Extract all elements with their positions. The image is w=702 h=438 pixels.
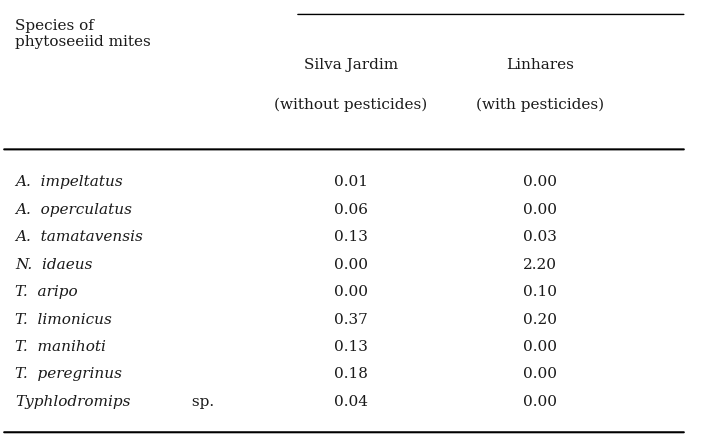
Text: Species of
phytoseeiid mites: Species of phytoseeiid mites: [15, 19, 151, 49]
Text: A.  operculatus: A. operculatus: [15, 203, 133, 217]
Text: 0.13: 0.13: [334, 230, 368, 244]
Text: T.  limonicus: T. limonicus: [15, 313, 112, 327]
Text: 0.06: 0.06: [334, 203, 368, 217]
Text: 0.10: 0.10: [523, 285, 557, 299]
Text: T.  peregrinus: T. peregrinus: [15, 367, 122, 381]
Text: 0.00: 0.00: [334, 258, 368, 272]
Text: sp.: sp.: [187, 395, 214, 409]
Text: 0.03: 0.03: [523, 230, 557, 244]
Text: T.  aripo: T. aripo: [15, 285, 78, 299]
Text: (with pesticides): (with pesticides): [476, 97, 604, 112]
Text: 0.20: 0.20: [523, 313, 557, 327]
Text: A.  impeltatus: A. impeltatus: [15, 176, 123, 190]
Text: 0.13: 0.13: [334, 340, 368, 354]
Text: 0.00: 0.00: [523, 176, 557, 190]
Text: T.  manihoti: T. manihoti: [15, 340, 106, 354]
Text: 0.00: 0.00: [334, 285, 368, 299]
Text: N.  idaeus: N. idaeus: [15, 258, 93, 272]
Text: 2.20: 2.20: [523, 258, 557, 272]
Text: 0.04: 0.04: [334, 395, 368, 409]
Text: 0.37: 0.37: [334, 313, 368, 327]
Text: 0.18: 0.18: [334, 367, 368, 381]
Text: 0.00: 0.00: [523, 395, 557, 409]
Text: Silva Jardim: Silva Jardim: [304, 58, 398, 72]
Text: (without pesticides): (without pesticides): [274, 97, 428, 112]
Text: A.  tamatavensis: A. tamatavensis: [15, 230, 143, 244]
Text: Linhares: Linhares: [506, 58, 574, 72]
Text: 0.00: 0.00: [523, 340, 557, 354]
Text: 0.01: 0.01: [334, 176, 368, 190]
Text: 0.00: 0.00: [523, 203, 557, 217]
Text: 0.00: 0.00: [523, 367, 557, 381]
Text: Typhlodromips: Typhlodromips: [15, 395, 131, 409]
